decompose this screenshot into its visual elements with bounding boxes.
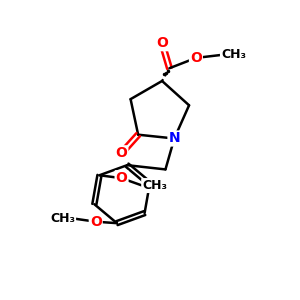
Text: O: O [116,171,128,185]
Text: O: O [116,146,127,160]
Text: CH₃: CH₃ [142,179,167,192]
Text: O: O [190,51,202,65]
Text: O: O [90,215,102,229]
Text: N: N [169,131,180,146]
Text: CH₃: CH₃ [50,212,75,225]
Text: O: O [156,36,168,50]
Text: CH₃: CH₃ [221,49,246,62]
